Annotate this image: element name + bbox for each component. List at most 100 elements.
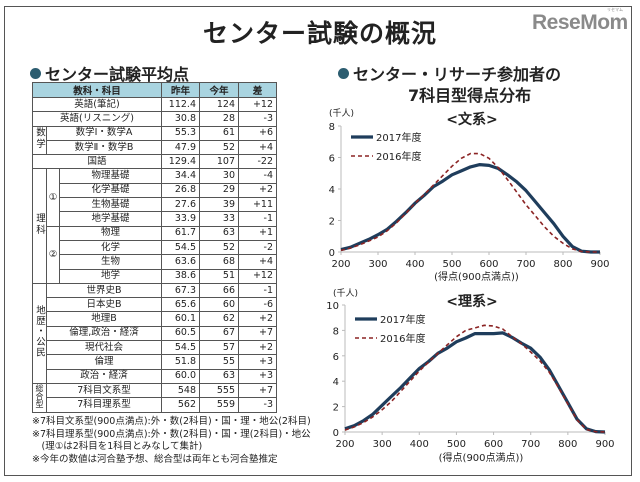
value-curr: 124 [199,96,239,113]
subject-cell: 数学Ⅱ・数学B [46,139,162,156]
header-this-year: 今年 [199,82,239,98]
value-curr: 68 [199,254,239,270]
chart-rikei: 0 2 4 6 8 10 200 300 400 500 600 700 800 900 (千人) (得点(9… [326,288,614,464]
value-curr: 67 [199,325,239,342]
value-curr: 29 [199,182,239,199]
series-line-2016 [340,152,600,253]
table-row: 地学 38.6 51 +12 [33,268,277,284]
table-row: 数学Ⅱ・数学B 47.9 52 +4 [33,139,277,156]
y-tick-label: 4 [333,377,339,388]
value-diff: +3 [238,368,277,384]
x-tick-label: 700 [516,259,535,270]
table-row: ② 物理 61.7 63 +1 [33,225,277,284]
value-curr: 61 [199,125,239,141]
x-tick-label: 300 [368,259,387,270]
value-curr: 66 [199,282,239,299]
y-tick-label: 8 [329,122,335,133]
subject-cell: 7科目理系型 [46,397,162,413]
x-tick-label: 400 [410,439,429,450]
table-row: 政治・経済 60.0 63 +3 [33,368,277,384]
y-tick-label: 2 [333,403,339,414]
series-line-2017 [340,162,600,254]
table-row: 生物 63.6 68 +4 [33,254,277,270]
x-tick-label: 200 [335,439,354,450]
value-diff: +12 [238,96,277,113]
value-diff: +6 [238,125,277,141]
value-diff: -2 [238,239,277,256]
table-row: 現代社会 54.5 57 +2 [33,340,277,356]
value-curr: 57 [199,340,239,356]
table-row: 数学 数学Ⅰ・数学A 55.3 61 +6 [32,125,277,156]
value-diff: +1 [238,225,277,241]
x-tick-label: 200 [331,259,350,270]
value-curr: 559 [199,397,239,413]
table-row: 地歴・公民 世界史B 67.3 66 -1 [32,282,277,384]
x-tick-label: 800 [558,439,577,450]
value-diff: +12 [238,268,277,284]
table-notes: ※7科目文系型(900点満点):外・数(2科目)・国・理・地公(2科目) ※7科… [32,416,311,466]
value-prev: 55.3 [161,125,200,141]
value-prev: 60.5 [161,325,200,342]
y-axis-label: (千人) [329,108,354,119]
x-tick-label: 900 [590,259,609,270]
value-prev: 26.8 [161,182,200,199]
value-curr: 52 [199,239,239,256]
value-diff: -1 [238,282,277,299]
y-axis-label: (千人) [333,288,358,299]
subject-cell: 現代社会 [46,340,162,356]
value-curr: 63 [199,368,239,384]
x-tick-label: 600 [484,439,503,450]
bullet-icon [30,68,41,79]
subject-cell: 生物 [59,254,162,270]
table-row: 倫理 51.8 55 +3 [33,354,277,370]
table-row: 理科 ① 物理基礎 34.4 30 -4 [32,168,277,284]
value-curr: 33 [199,211,239,227]
value-diff: -6 [238,297,277,313]
value-diff: +4 [238,139,277,156]
y-tick-label: 10 [326,301,339,312]
science-sub-1: ① [46,168,60,227]
value-curr: 39 [199,197,239,213]
y-tick-label: 8 [333,326,339,337]
subject-cell: 国語 [32,154,162,170]
value-prev: 548 [161,382,200,399]
note-line: ※今年の数値は河合塾予想、総合型は両年とも河合塾推定 [32,453,278,465]
value-prev: 34.4 [161,168,200,184]
x-tick-label: 900 [595,439,614,450]
subject-cell: 地学基礎 [59,211,162,227]
value-prev: 562 [161,397,200,413]
value-diff: -3 [238,111,277,127]
value-curr: 62 [199,311,239,327]
subject-cell: 化学 [59,239,162,256]
value-curr: 60 [199,297,239,313]
subject-cell: 政治・経済 [46,368,162,384]
page-title: センター試験の概況 [202,19,437,48]
subject-cell: 倫理,政治・経済 [46,325,162,342]
average-score-section-title: センター試験平均点 [30,61,189,85]
y-tick-label: 6 [329,154,335,165]
subject-cell: 生物基礎 [59,197,162,213]
y-tick-label: 0 [333,428,339,439]
table-row: 化学基礎 26.8 29 +2 [33,182,277,199]
y-tick-label: 2 [329,217,335,228]
table-row: 化学 54.5 52 -2 [33,239,277,256]
legend-label: 2016年度 [376,150,421,163]
value-prev: 33.9 [161,211,200,227]
value-diff: +4 [238,254,277,270]
group-label: 数学 [34,126,45,150]
value-prev: 65.6 [161,297,200,313]
value-diff: +2 [238,340,277,356]
value-curr: 28 [199,111,239,127]
group-label: 地歴・公民 [34,305,45,358]
subject-cell: 物理 [59,225,162,241]
subject-cell: 英語(筆記) [32,96,162,113]
value-prev: 27.6 [161,197,200,213]
table-row: 倫理,政治・経済 60.5 67 +7 [33,325,277,342]
chart-title: <理系> [446,293,497,310]
note-line: ※7科目文系型(900点満点):外・数(2科目)・国・理・地公(2科目) [32,416,311,427]
x-tick-label: 500 [442,259,461,270]
x-tick-label: 400 [405,259,424,270]
value-prev: 54.5 [161,239,200,256]
value-prev: 67.3 [161,282,200,299]
table-row: 総合型 7科目文系型 548 555 +7 [32,382,277,413]
